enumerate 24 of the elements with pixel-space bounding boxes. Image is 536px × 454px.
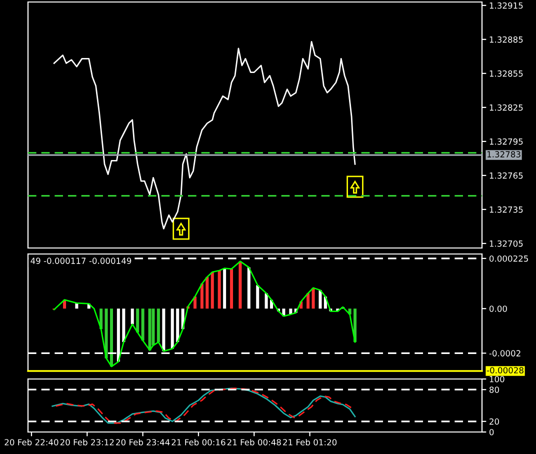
- y-tick-label: 0: [489, 428, 494, 436]
- y-tick-label: 0.00: [489, 306, 507, 312]
- x-tick-label: 21 Feb 00:16: [172, 438, 226, 446]
- x-tick-label: 21 Feb 01:20: [283, 438, 337, 446]
- y-tick-label: 1.32825: [490, 104, 523, 111]
- y-tick-label: 80: [490, 386, 499, 393]
- y-tick-label: 1.32885: [490, 36, 523, 43]
- y-tick-label: -0.0002: [489, 350, 520, 356]
- y-tick-label: 1.32765: [490, 172, 523, 179]
- y-tick-label: 1.32855: [490, 70, 523, 77]
- ref-line-label: 1.32783: [487, 151, 520, 158]
- x-tick-label: 20 Feb 22:40: [4, 438, 58, 446]
- ref-line-label: -0.00028: [486, 367, 524, 374]
- y-tick-label: 20: [490, 418, 499, 425]
- y-tick-label: 100: [490, 376, 504, 382]
- x-tick-label: 20 Feb 23:12: [60, 438, 114, 446]
- y-tick-label: 1.32915: [490, 2, 523, 9]
- y-tick-label: 1.32795: [490, 138, 523, 145]
- y-tick-label: 1.32735: [490, 206, 523, 213]
- x-tick-label: 21 Feb 00:48: [227, 438, 281, 446]
- y-tick-label: 1.32705: [490, 240, 523, 247]
- x-tick-label: 20 Feb 23:44: [116, 438, 170, 446]
- y-tick-label: 0.000225: [489, 255, 528, 262]
- chart-title: 49 -0.000117 -0.000149: [30, 258, 132, 264]
